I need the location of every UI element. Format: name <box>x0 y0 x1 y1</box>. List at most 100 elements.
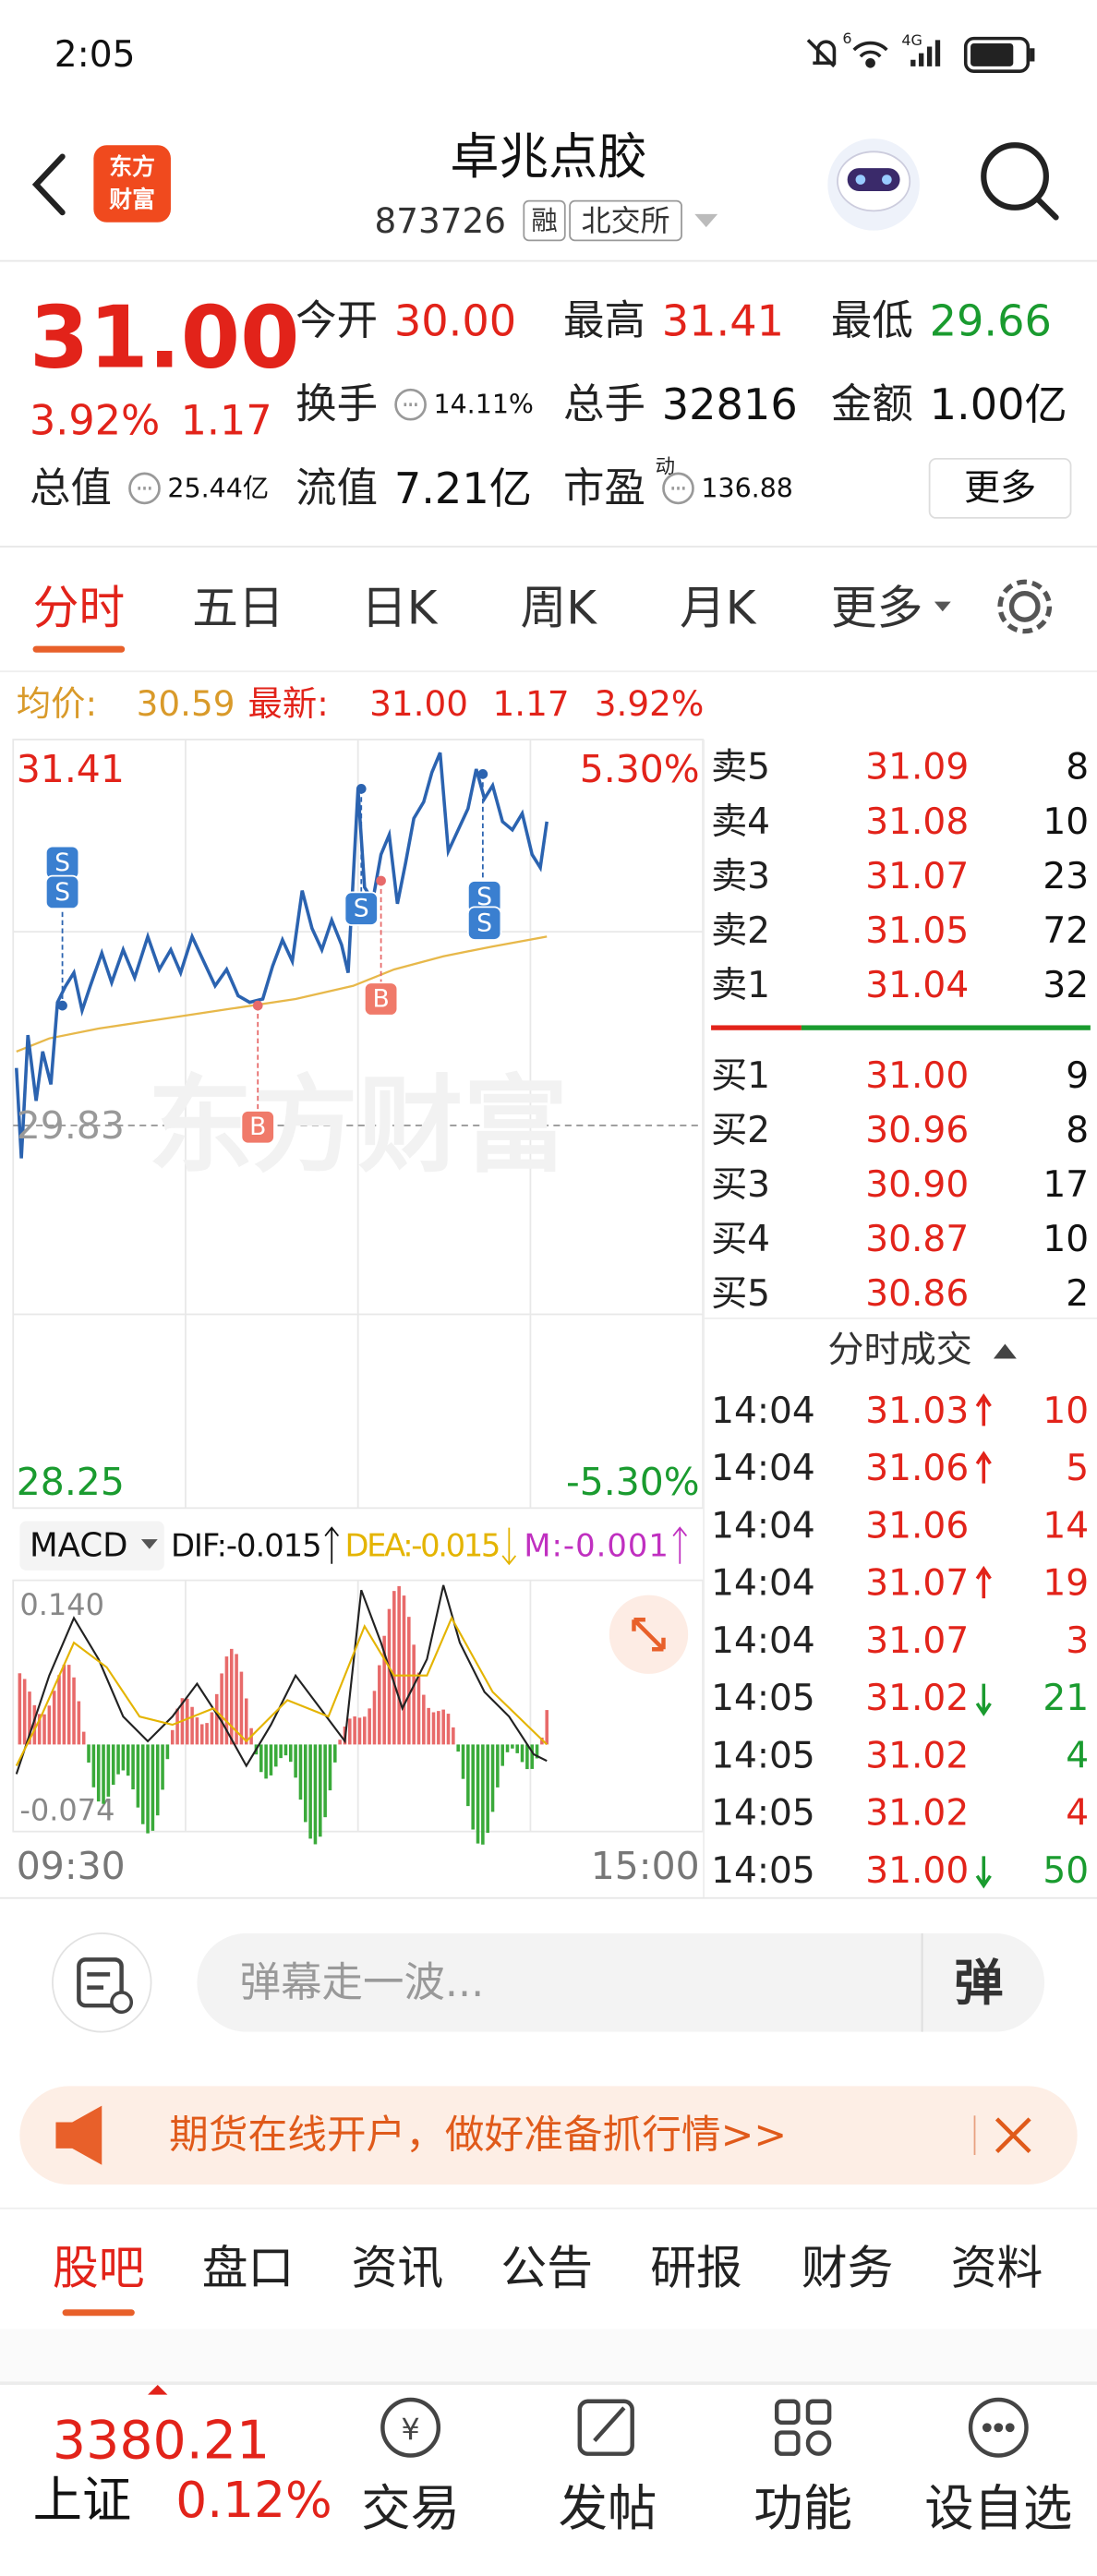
macd-bar <box>387 1608 392 1745</box>
chart-tab[interactable]: 五日 <box>192 582 284 635</box>
macd-bar <box>66 1665 71 1745</box>
macd-bar <box>446 1714 451 1745</box>
logo <box>93 145 171 223</box>
trade-volume: 5 <box>1066 1448 1089 1489</box>
robot-avatar[interactable] <box>827 138 920 231</box>
macd-select[interactable] <box>19 1521 164 1571</box>
axis-label: 28.25 <box>17 1460 125 1504</box>
network: 4G <box>901 31 922 49</box>
section-tab[interactable]: 研报 <box>650 2242 742 2295</box>
logo-text: 东方 <box>109 153 155 180</box>
action-label[interactable]: 功能 <box>753 2479 852 2537</box>
macd-bar <box>481 1744 485 1845</box>
danmaku-button[interactable]: 弹 <box>954 1954 1003 2012</box>
macd-bar <box>431 1712 436 1745</box>
macd-dropdown[interactable] <box>140 1539 158 1549</box>
index-name[interactable]: 上证 <box>33 2471 132 2529</box>
index-change[interactable]: 0.12% <box>175 2471 332 2529</box>
macd-bar <box>22 1679 27 1745</box>
avg-info: 30.59 <box>137 683 235 724</box>
settings-icon[interactable] <box>997 579 1053 634</box>
book-price: 31.07 <box>865 856 969 897</box>
action-icons[interactable]: ¥ <box>380 2397 1029 2458</box>
macd-bar <box>313 1744 318 1845</box>
more-button[interactable] <box>928 457 1072 519</box>
trade-price: 31.03 <box>865 1390 969 1432</box>
banner-text[interactable]: 期货在线开户，做好准备抓行情>> <box>169 2113 787 2159</box>
macd-bar <box>397 1585 401 1745</box>
trade-volume: 50 <box>1043 1850 1089 1892</box>
book-volume: 72 <box>1043 910 1089 952</box>
expand-button[interactable] <box>609 1595 689 1674</box>
trade-marker <box>44 874 80 910</box>
banner[interactable] <box>19 2086 1078 2185</box>
section-tab[interactable]: 财务 <box>802 2242 894 2295</box>
stat-label: 最高 <box>563 297 645 344</box>
macd-bar <box>91 1744 96 1788</box>
stock-code: 873726 <box>374 200 505 241</box>
action-label[interactable]: 设自选 <box>924 2479 1072 2537</box>
macd-name[interactable]: MACD <box>30 1527 128 1565</box>
trade-volume: 4 <box>1066 1793 1089 1835</box>
chart-tab[interactable]: 周K <box>520 582 597 635</box>
trade-volume: 3 <box>1066 1620 1089 1662</box>
stat-label: 金额 <box>831 381 913 428</box>
macd-bar <box>210 1712 214 1745</box>
stat-value: 7.21亿 <box>394 463 532 513</box>
section-tab[interactable]: 资料 <box>951 2242 1043 2295</box>
chart-tab[interactable]: 月K <box>680 582 757 635</box>
macd-bar <box>175 1708 179 1745</box>
stat-value: 32816 <box>662 379 798 429</box>
marker-dot <box>356 784 367 794</box>
macd-bar <box>121 1744 126 1771</box>
trade-price: 31.02 <box>865 1678 969 1719</box>
action-label[interactable]: 交易 <box>361 2479 460 2537</box>
index-value[interactable]: 3380.21 <box>53 2410 270 2471</box>
macd-bar <box>298 1744 303 1800</box>
comment-input[interactable] <box>197 1932 1045 2032</box>
action-label[interactable]: 发帖 <box>559 2479 657 2537</box>
macd-bar <box>289 1744 293 1763</box>
trade-time: 14:04 <box>711 1620 815 1662</box>
section-tab[interactable]: 盘口 <box>202 2242 295 2295</box>
comment-settings[interactable] <box>52 1932 152 2033</box>
macd-bar <box>199 1724 204 1745</box>
dropdown[interactable] <box>694 213 718 228</box>
chart-tab[interactable]: 更多 <box>831 582 923 635</box>
macd-bar <box>530 1744 534 1769</box>
macd-bar <box>155 1744 160 1816</box>
tag: 北交所 <box>582 203 670 238</box>
chart-tab[interactable]: 分时 <box>33 582 126 635</box>
macd-bar <box>466 1744 470 1807</box>
macd-bar <box>195 1717 199 1745</box>
banner-close[interactable] <box>995 2117 1031 2154</box>
status-icons <box>806 36 1035 73</box>
tag: 融 <box>531 206 557 236</box>
divider <box>704 1318 1097 1319</box>
macd-bar <box>486 1744 489 1834</box>
trade-marker-label: S <box>476 909 492 938</box>
axis-label: 5.30% <box>580 747 700 791</box>
search-button[interactable] <box>981 142 1059 221</box>
macd-bar <box>452 1727 455 1745</box>
macd-bar <box>205 1723 209 1745</box>
trades-title[interactable]: 分时成交 <box>827 1330 971 1371</box>
back-button[interactable] <box>31 153 66 216</box>
chart-tab[interactable]: 日K <box>361 582 439 635</box>
axis-label: 09:30 <box>17 1844 126 1888</box>
divider <box>973 2115 976 2156</box>
avg-info: 31.00 <box>369 683 468 724</box>
macd-bar <box>471 1744 475 1830</box>
stat-label: 换手 <box>295 381 378 428</box>
section-tab[interactable]: 公告 <box>500 2242 593 2295</box>
macd-bar <box>239 1671 244 1745</box>
comment-placeholder[interactable]: 弹幕走一波... <box>240 1959 485 2006</box>
section-tab[interactable]: 股吧 <box>53 2242 145 2295</box>
trade-volume: 19 <box>1043 1563 1089 1605</box>
macd-bar <box>42 1714 46 1745</box>
book-label: 卖1 <box>711 965 770 1006</box>
trade-marker-label: S <box>354 895 369 923</box>
more-label[interactable]: 更多 <box>964 467 1036 509</box>
section-tab[interactable]: 资讯 <box>352 2242 444 2295</box>
macd-bar <box>111 1744 115 1786</box>
